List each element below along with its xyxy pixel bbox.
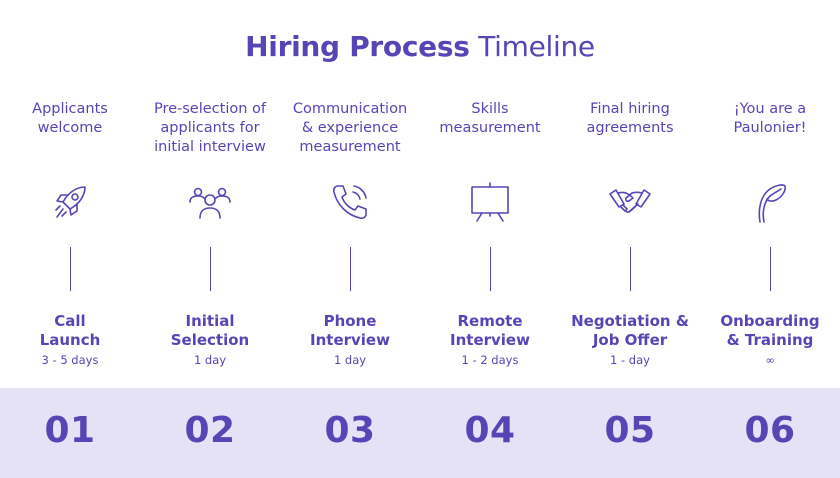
stage-name: Phone Interview [310,312,390,349]
stage-name: Remote Interview [450,312,530,349]
title-light: Timeline [478,30,595,63]
timeline: Applicants welcome Call Launch 3 - 5 day… [0,0,840,388]
step-1: Applicants welcome Call Launch 3 - 5 day… [0,0,140,388]
stage-duration: ∞ [765,353,775,367]
stage-name: Negotiation & Job Offer [571,312,689,349]
presentation-board-icon [468,180,512,224]
stage-duration: 1 day [193,353,227,367]
step-description: Pre-selection of applicants for initial … [153,101,267,155]
handshake-icon [608,180,652,224]
connector-line [629,247,631,291]
step-3: Communication & experience measurement P… [280,0,420,388]
connector-line [209,247,211,291]
stage-duration: 1 - 2 days [461,353,519,367]
stage-name: Onboarding & Training [720,312,820,349]
connector-line [489,247,491,291]
step-description: Communication & experience measurement [292,101,408,155]
stage-duration: 1 day [333,353,367,367]
connector-line [349,247,351,291]
stage-name: Call Launch [39,312,101,349]
connector-line [769,247,771,291]
stage-duration: 1 - day [610,353,650,367]
stage-duration: 3 - 5 days [41,353,99,367]
rocket-icon [48,180,92,224]
stage-name: Initial Selection [170,312,250,349]
number-band [0,388,840,478]
step-number-04: 04 [464,410,516,451]
title-bold: Hiring Process [245,30,470,63]
step-6: ¡You are a Paulonier! Onboarding & Train… [700,0,840,388]
step-description: Skills measurement [439,101,541,136]
phone-icon [328,180,372,224]
step-number-03: 03 [324,410,376,451]
step-4: Skills measurement Remote Interview 1 - … [420,0,560,388]
people-group-icon [188,180,232,224]
step-number-05: 05 [604,410,656,451]
step-description: Final hiring agreements [586,101,674,136]
connector-line [69,247,71,291]
step-number-02: 02 [184,410,236,451]
step-number-06: 06 [744,410,796,451]
step-number-01: 01 [44,410,96,451]
step-description: Applicants welcome [32,101,108,136]
step-description: ¡You are a Paulonier! [733,101,807,136]
page-title: Hiring Process Timeline [0,30,840,63]
step-2: Pre-selection of applicants for initial … [140,0,280,388]
step-5: Final hiring agreements Negotiation & Jo… [560,0,700,388]
sprout-icon [748,180,792,224]
